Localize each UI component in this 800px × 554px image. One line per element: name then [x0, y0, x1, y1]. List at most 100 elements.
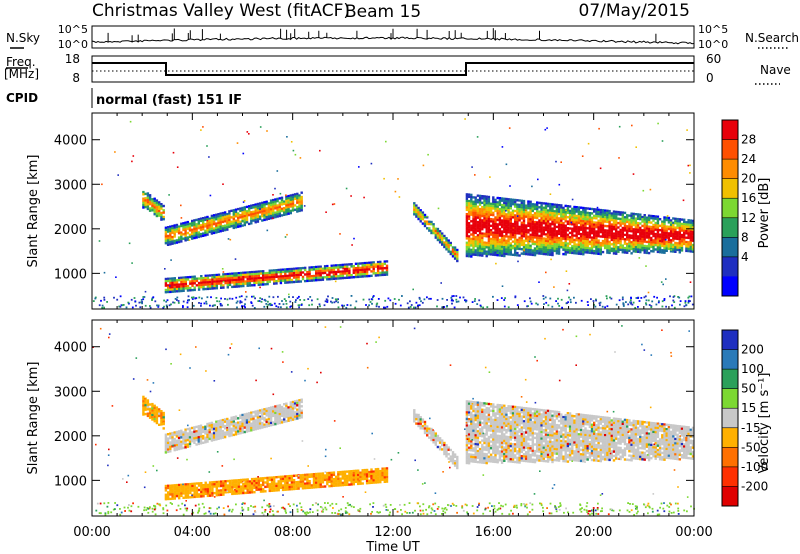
echo-cell [206, 483, 210, 487]
echo-cell [472, 222, 475, 225]
echo-cell [253, 486, 256, 489]
echo-cell [244, 271, 247, 274]
ground-scatter-cell [174, 298, 177, 300]
noise-cell [98, 240, 101, 242]
echo-cell [507, 209, 510, 212]
echo-cell [217, 282, 221, 285]
echo-cell [169, 441, 172, 444]
echo-cell [166, 234, 170, 238]
ground-scatter-cell [637, 306, 639, 308]
ground-scatter-cell [661, 305, 664, 308]
echo-cell [180, 283, 183, 286]
echo-cell [281, 277, 285, 280]
noise-cell [618, 125, 621, 128]
echo-cell [575, 230, 578, 233]
echo-cell [654, 228, 657, 231]
echo-cell [173, 233, 176, 236]
noise-cell [489, 176, 491, 178]
echo-cell [212, 425, 216, 428]
echo-cell [370, 270, 373, 273]
noise-cell [660, 281, 663, 283]
echo-cell [255, 488, 258, 491]
ground-scatter-cell [549, 297, 552, 300]
echo-cell [564, 253, 567, 256]
echo-cell [280, 214, 284, 217]
echo-cell [259, 483, 263, 487]
echo-cell [319, 267, 322, 271]
echo-cell [267, 213, 271, 216]
ground-scatter-cell [295, 299, 297, 301]
echo-cell [551, 229, 554, 232]
echo-cell [536, 249, 539, 253]
echo-cell [516, 243, 519, 246]
echo-cell [632, 214, 635, 218]
echo-cell [449, 241, 452, 245]
echo-cell [650, 217, 653, 220]
noise-cell [665, 278, 667, 280]
echo-cell [221, 216, 225, 219]
echo-cell [300, 405, 303, 408]
echo-cell [241, 424, 244, 428]
echo-cell [544, 246, 548, 249]
echo-cell [299, 271, 302, 274]
ground-scatter-cell [128, 302, 130, 305]
echo-cell [546, 229, 550, 232]
beam-label: Beam 15 [345, 2, 421, 22]
echo-cell [276, 413, 279, 416]
echo-cell [566, 246, 570, 250]
ground-scatter-cell [645, 303, 648, 306]
echo-cell [239, 278, 243, 281]
echo-cell [546, 220, 550, 223]
echo-cell [300, 206, 303, 210]
echo-cell [610, 236, 613, 239]
echo-cell [337, 275, 340, 278]
echo-cell [235, 483, 238, 486]
echo-cell [564, 228, 567, 232]
echo-cell [245, 414, 249, 418]
echo-cell [597, 219, 600, 222]
echo-cell [536, 252, 539, 255]
echo-cell [522, 213, 526, 216]
echo-cell [298, 407, 301, 411]
echo-cell [514, 198, 517, 202]
echo-cell [255, 272, 258, 276]
echo-cell [643, 222, 646, 226]
echo-cell [256, 211, 260, 214]
echo-cell [186, 445, 189, 448]
echo-cell [533, 207, 537, 211]
echo-cell [248, 427, 251, 430]
echo-cell [672, 243, 675, 247]
echo-cell [279, 480, 283, 483]
echo-cell [546, 224, 550, 228]
echo-cell [381, 271, 384, 274]
echo-cell [636, 228, 640, 231]
echo-cell [193, 435, 196, 438]
echo-cell [146, 205, 150, 208]
echo-cell [361, 273, 364, 276]
echo-cell [529, 229, 532, 232]
echo-cell [619, 246, 622, 249]
echo-cell [647, 227, 651, 231]
echo-cell [492, 251, 495, 254]
ground-scatter-cell [209, 304, 211, 307]
echo-cell [244, 282, 247, 285]
echo-cell [202, 428, 205, 431]
echo-cell [522, 224, 526, 227]
echo-cell [487, 202, 491, 205]
noise-cell [689, 164, 691, 167]
echo-cell [352, 265, 355, 268]
echo-cell [577, 245, 581, 249]
echo-cell [529, 209, 532, 212]
echo-cell [689, 226, 692, 229]
echo-cell [494, 203, 497, 206]
ground-scatter-cell [300, 304, 303, 306]
echo-cell [175, 241, 179, 244]
echo-cell [195, 438, 198, 442]
echo-cell [297, 483, 300, 486]
echo-cell [542, 246, 545, 249]
echo-cell [529, 202, 532, 206]
echo-cell [492, 205, 495, 208]
echo-cell [182, 490, 185, 493]
echo-cell [250, 491, 254, 494]
echo-cell [465, 199, 469, 203]
